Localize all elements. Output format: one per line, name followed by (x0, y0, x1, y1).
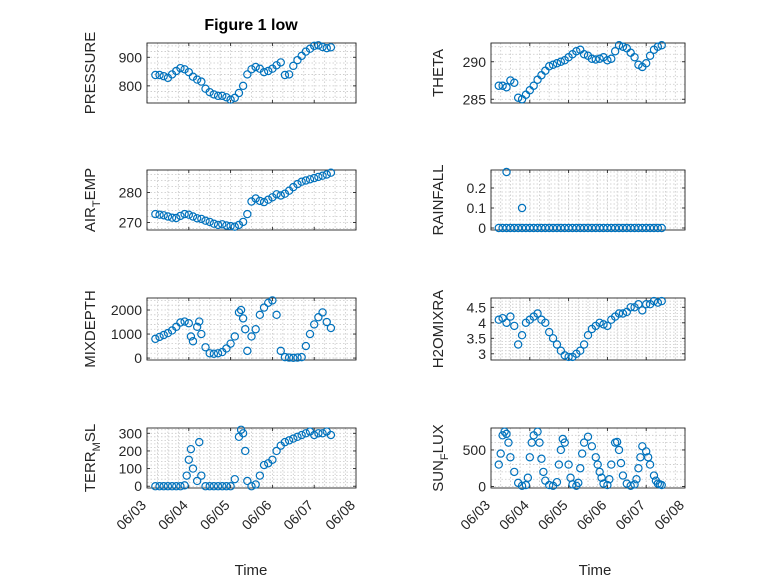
y-tick-label: 100 (119, 461, 143, 477)
y-tick-label: 3.5 (467, 330, 487, 346)
data-point (635, 465, 642, 472)
y-tick-label: 0 (134, 350, 142, 366)
y-axis-label: TERRMSL (82, 424, 103, 492)
data-point (160, 73, 167, 80)
panel-8: 0 500 06/03 06/04 06/05 06/06 06/07 06/08 SUNFLU… (430, 424, 687, 533)
data-point (619, 472, 626, 479)
x-tick-label: 06/06 (238, 497, 274, 533)
data-point (538, 455, 545, 462)
data-point (181, 318, 188, 325)
x-tick-label: 06/05 (535, 497, 571, 533)
x-tick-label: 06/03 (457, 497, 493, 533)
y-tick-label: 1000 (111, 326, 142, 342)
data-point (588, 443, 595, 450)
y-tick-label: 200 (119, 443, 143, 459)
data-point (260, 304, 267, 311)
y-tick-label: 900 (119, 49, 143, 65)
data-point (631, 54, 638, 61)
y-axis-label: AIRTEMP (82, 168, 103, 232)
y-tick-label: 2000 (111, 302, 142, 318)
data-point (244, 347, 251, 354)
y-tick-label: 800 (119, 78, 143, 94)
data-point (244, 211, 251, 218)
data-point (315, 314, 322, 321)
data-point (177, 212, 184, 219)
data-point (235, 89, 242, 96)
data-point (577, 465, 584, 472)
panel-2: 285 290 THETA (430, 42, 685, 108)
x-tick-label: 06/08 (322, 497, 358, 533)
panel-3: 270 280 AIRTEMP (82, 168, 356, 232)
data-point (231, 223, 238, 230)
y-tick-label: 270 (119, 215, 143, 231)
panel-4: 0 0.1 0.2 RAINFALL (430, 165, 685, 236)
x-tick-label: 06/07 (612, 497, 648, 533)
data-point (240, 315, 247, 322)
x-tick-label: 06/05 (197, 497, 233, 533)
y-tick-label: 290 (463, 54, 487, 70)
y-tick-label: 500 (463, 442, 487, 458)
data-point (231, 94, 238, 101)
y-axis-label: MIXDEPTH (82, 290, 99, 368)
y-tick-label: 0 (134, 478, 142, 494)
data-point (617, 460, 624, 467)
y-tick-label: 0.1 (467, 200, 487, 216)
panel-6: 33.544.5 H2OMIXRA (430, 290, 685, 368)
y-tick-label: 0.2 (467, 180, 487, 196)
data-point (524, 474, 531, 481)
data-point (579, 450, 586, 457)
x-tick-label: 06/04 (155, 497, 191, 533)
data-point (327, 324, 334, 331)
data-point (298, 431, 305, 438)
y-tick-label: 0 (478, 479, 486, 495)
data-point (639, 443, 646, 450)
y-axis-label: THETA (430, 49, 447, 97)
y-tick-label: 0 (478, 220, 486, 236)
x-tick-label: 06/06 (573, 497, 609, 533)
y-tick-label: 285 (463, 91, 487, 107)
data-point (156, 333, 163, 340)
x-tick-label: 06/07 (280, 497, 316, 533)
y-tick-label: 280 (119, 185, 143, 201)
data-point (198, 215, 205, 222)
x-tick-label: 06/04 (496, 497, 532, 533)
x-axis-label-right: Time (579, 562, 612, 579)
data-point (298, 52, 305, 59)
figure-title: Figure 1 low (204, 17, 298, 34)
y-axis-label: H2OMIXRA (430, 290, 447, 368)
data-point (627, 49, 634, 56)
data-point (542, 477, 549, 484)
y-tick-label: 300 (119, 425, 143, 441)
data-point (252, 481, 259, 488)
y-tick-label: 3 (478, 346, 486, 362)
panel-1: 800 900 PRESSURE (82, 32, 356, 115)
data-point (542, 67, 549, 74)
data-point (187, 446, 194, 453)
data-point (534, 76, 541, 83)
data-point (538, 72, 545, 79)
data-point (160, 331, 167, 338)
x-axis-label-left: Time (235, 562, 268, 579)
panel-7: 0100 200 300 06/03 06/04 06/05 06/06 06/07 06/08… (82, 424, 358, 533)
y-axis-label: SUNFLUX (430, 424, 451, 492)
panel-5: 0 1000 2000 MIXDEPTH (82, 290, 356, 368)
data-point (198, 78, 205, 85)
y-axis-label: PRESSURE (82, 32, 99, 115)
y-tick-label: 4.5 (467, 299, 487, 315)
y-tick-label: 4 (478, 315, 486, 331)
data-point (327, 44, 334, 51)
x-tick-label: 06/03 (113, 497, 149, 533)
data-point (277, 192, 284, 199)
axes-box (147, 428, 356, 488)
x-tick-label: 06/08 (651, 497, 687, 533)
y-axis-label: RAINFALL (430, 165, 447, 236)
data-point (522, 91, 529, 98)
data-point (294, 57, 301, 64)
figure: Figure 1 low Time Time 800 900 PRESSURE 285… (0, 0, 778, 583)
